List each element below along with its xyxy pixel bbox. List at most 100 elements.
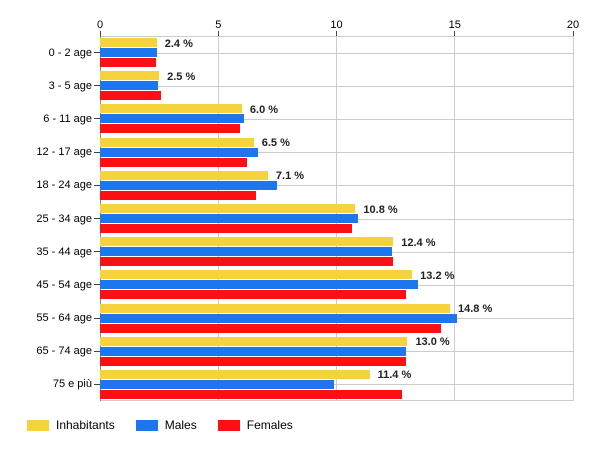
bar-group	[100, 71, 573, 101]
legend-item-females: Females	[217, 418, 293, 433]
bar-males	[100, 313, 458, 323]
category-row: 7.1 %	[100, 169, 573, 202]
category-label: 35 - 44 age	[36, 245, 92, 258]
bar-inhabitants	[100, 336, 408, 346]
category-label: 75 e più	[52, 378, 92, 391]
x-tick-mark	[454, 31, 456, 36]
category-tick-mark	[94, 52, 100, 54]
x-tick-label: 0	[96, 19, 104, 31]
bar-females	[100, 58, 156, 68]
bar-value-label: 11.4 %	[377, 369, 412, 382]
bar-group	[100, 369, 573, 399]
legend-item-males: Males	[135, 418, 197, 433]
bar-males	[100, 114, 245, 124]
bar-inhabitants	[100, 369, 370, 379]
category-tick-mark	[94, 251, 100, 253]
x-tick-mark	[336, 31, 337, 36]
bar-females	[100, 257, 394, 267]
bar-males	[100, 379, 335, 389]
bar-females	[100, 190, 257, 200]
bar-inhabitants	[100, 204, 356, 214]
bar-males	[100, 147, 259, 157]
x-tick-label: 20	[566, 19, 580, 31]
category-tick-mark	[94, 218, 100, 219]
vertical-gridline	[454, 36, 456, 401]
category-label: 45 - 54 age	[36, 278, 92, 291]
category-row: 6.5 %	[100, 136, 573, 169]
category-row: 14.8 %	[100, 302, 573, 335]
category-row: 13.0 %	[100, 335, 573, 368]
legend: Inhabitants Males Females	[27, 418, 314, 433]
plot-area: 2.4 % 2.5 % 6.0 % 6.5 % 7.1 % 10.8 % 12.4 % 13.…	[100, 36, 574, 401]
category-row: 11.4 %	[100, 368, 573, 401]
bar-group	[100, 204, 573, 234]
category-tick-mark	[94, 317, 100, 319]
category-tick-mark	[94, 184, 100, 186]
bar-value-label: 7.1 %	[275, 170, 305, 183]
legend-label: Females	[246, 418, 293, 432]
rows: 2.4 % 2.5 % 6.0 % 6.5 % 7.1 % 10.8 % 12.4 % 13.…	[100, 36, 573, 401]
bar-females	[100, 157, 247, 167]
bar-inhabitants	[100, 170, 268, 180]
bar-males	[100, 48, 157, 58]
category-label: 0 - 2 age	[48, 46, 92, 59]
bar-value-label: 6.5 %	[261, 137, 290, 150]
x-tick-mark	[572, 31, 574, 36]
bar-group	[100, 237, 573, 267]
bar-group	[100, 38, 573, 68]
category-tick-mark	[94, 85, 100, 87]
bar-males	[100, 180, 278, 190]
bar-value-label: 14.8 %	[458, 303, 493, 316]
bar-value-label: 2.4 %	[164, 37, 193, 50]
category-label: 25 - 34 age	[36, 212, 92, 225]
bar-females	[100, 224, 352, 234]
category-label: 6 - 11 age	[43, 112, 92, 125]
category-row: 2.5 %	[100, 69, 573, 102]
bar-value-label: 10.8 %	[363, 203, 398, 216]
bar-males	[100, 81, 158, 91]
bar-females	[100, 91, 162, 101]
bar-value-label: 13.2 %	[420, 269, 455, 282]
category-row: 13.2 %	[100, 268, 573, 301]
bar-group	[100, 303, 573, 333]
bar-females	[100, 389, 402, 399]
vertical-gridline	[572, 36, 574, 401]
bar-inhabitants	[100, 270, 413, 280]
legend-swatch-females	[217, 420, 240, 431]
bar-females	[100, 124, 240, 134]
bar-group	[100, 270, 573, 300]
category-row: 12.4 %	[100, 235, 573, 268]
bar-group	[100, 336, 573, 366]
bar-inhabitants	[100, 38, 157, 48]
bar-value-label: 2.5 %	[167, 70, 196, 83]
x-tick-mark	[217, 31, 219, 36]
legend-label: Males	[164, 418, 197, 432]
category-label: 18 - 24 age	[36, 179, 92, 192]
bar-value-label: 12.4 %	[401, 236, 436, 249]
bar-inhabitants	[100, 104, 242, 114]
category-tick-mark	[94, 284, 100, 286]
x-tick-label: 10	[330, 19, 343, 31]
bar-males	[100, 214, 358, 224]
category-tick-mark	[94, 350, 100, 352]
x-tick-label: 5	[215, 19, 222, 31]
category-row: 2.4 %	[100, 36, 573, 69]
legend-swatch-inhabitants	[27, 420, 49, 431]
bar-value-label: 6.0 %	[249, 103, 279, 116]
bar-females	[100, 323, 441, 333]
bar-group	[100, 104, 573, 134]
bar-inhabitants	[100, 237, 394, 247]
category-row: 6.0 %	[100, 102, 573, 135]
bar-group	[100, 170, 573, 200]
bar-females	[100, 290, 407, 300]
legend-swatch-males	[135, 420, 158, 431]
category-label: 12 - 17 age	[36, 146, 92, 159]
bar-inhabitants	[100, 71, 160, 81]
legend-item-inhabitants: Inhabitants	[27, 418, 115, 433]
bar-males	[100, 346, 407, 356]
category-label: 65 - 74 age	[36, 345, 92, 358]
bar-value-label: 13.0 %	[415, 336, 450, 349]
category-label: 3 - 5 age	[48, 79, 92, 92]
category-tick-mark	[94, 151, 100, 153]
